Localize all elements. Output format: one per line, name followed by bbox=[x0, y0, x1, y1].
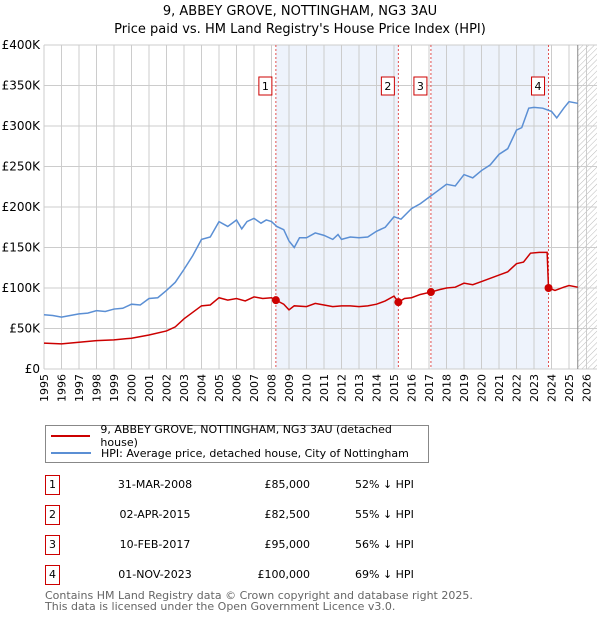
footer-licence: This data is licensed under the Open Gov… bbox=[45, 600, 396, 613]
x-tick-label: 2016 bbox=[406, 374, 419, 402]
legend-label: 9, ABBEY GROVE, NOTTINGHAM, NG3 3AU (det… bbox=[100, 423, 392, 449]
legend-item-hpi: HPI: Average price, detached house, City… bbox=[51, 445, 409, 461]
transaction-date: 31-MAR-2008 bbox=[117, 478, 193, 491]
footer: Contains HM Land Registry data © Crown c… bbox=[45, 590, 473, 612]
x-tick-label: 2021 bbox=[493, 374, 506, 402]
transaction-row: 4 01-NOV-2023 £100,000 69% ↓ HPI bbox=[45, 565, 445, 585]
sale-badge-label: 3 bbox=[417, 80, 424, 93]
x-tick-label: 2003 bbox=[178, 374, 191, 402]
sale-badge bbox=[413, 76, 428, 96]
series-line bbox=[43, 251, 578, 345]
series-line bbox=[43, 100, 578, 318]
transaction-date: 02-APR-2015 bbox=[119, 508, 191, 521]
y-tick-label: £350K bbox=[2, 79, 42, 93]
sale-point bbox=[544, 284, 553, 292]
y-tick-label: £400K bbox=[2, 38, 42, 52]
x-tick-label: 1997 bbox=[73, 374, 86, 402]
x-tick-label: 2014 bbox=[371, 374, 384, 402]
x-tick-label: 2019 bbox=[458, 374, 471, 402]
transaction-row: 2 02-APR-2015 £82,500 55% ↓ HPI bbox=[45, 505, 445, 525]
transaction-price: £100,000 bbox=[257, 568, 311, 581]
transaction-hpi-diff: 55% ↓ HPI bbox=[355, 508, 414, 521]
x-tick-label: 2001 bbox=[143, 374, 156, 402]
x-tick-label: 2005 bbox=[213, 374, 226, 402]
footer-copyright: Contains HM Land Registry data © Crown c… bbox=[45, 589, 473, 602]
y-tick-label: £50K bbox=[9, 322, 41, 336]
x-tick-label: 2024 bbox=[546, 374, 559, 402]
x-tick-label: 2015 bbox=[388, 374, 401, 402]
sale-badge-label: 4 bbox=[535, 80, 542, 93]
y-tick-label: £0 bbox=[25, 362, 40, 376]
y-tick-label: £150K bbox=[2, 241, 42, 255]
legend-label: HPI: Average price, detached house, City… bbox=[101, 446, 409, 460]
transaction-badge: 3 bbox=[45, 535, 60, 555]
x-tick-label: 2009 bbox=[283, 374, 296, 402]
chart-title: 9, ABBEY GROVE, NOTTINGHAM, NG3 3AU bbox=[162, 4, 438, 19]
x-tick-label: 2013 bbox=[353, 374, 366, 402]
transaction-hpi-diff: 69% ↓ HPI bbox=[355, 568, 414, 581]
x-tick-label: 1996 bbox=[56, 374, 69, 402]
sale-badge-label: 1 bbox=[262, 80, 269, 93]
y-tick-label: £250K bbox=[2, 160, 42, 174]
y-tick-label: £300K bbox=[2, 119, 42, 133]
transaction-price: £85,000 bbox=[264, 478, 311, 491]
x-tick-label: 2018 bbox=[441, 374, 454, 402]
x-tick-label: 2020 bbox=[476, 374, 489, 402]
legend-swatch-blue bbox=[51, 452, 91, 454]
x-tick-label: 2022 bbox=[511, 374, 524, 402]
price-chart: 1995 1996 1997 1998 1999 2000 2001 2002 2003 2004… bbox=[2, 38, 597, 402]
chart-subtitle: Price paid vs. HM Land Registry's House … bbox=[114, 22, 486, 37]
legend-swatch-red bbox=[51, 435, 91, 437]
transaction-price: £82,500 bbox=[264, 508, 311, 521]
sale-badge bbox=[531, 76, 546, 96]
sale-point bbox=[426, 288, 435, 297]
transaction-row: 3 10-FEB-2017 £95,000 56% ↓ HPI bbox=[45, 535, 445, 555]
x-tick-label: 2008 bbox=[266, 374, 279, 402]
x-tick-label: 1998 bbox=[91, 374, 104, 402]
y-tick-label: £200K bbox=[2, 200, 42, 214]
sale-badge bbox=[258, 76, 273, 96]
sale-badge bbox=[380, 76, 395, 96]
transaction-badge: 4 bbox=[45, 565, 60, 585]
sale-point bbox=[394, 298, 403, 307]
transaction-badge: 1 bbox=[45, 475, 60, 495]
x-tick-label: 2000 bbox=[126, 374, 139, 402]
sale-point bbox=[271, 296, 280, 305]
legend: 9, ABBEY GROVE, NOTTINGHAM, NG3 3AU (det… bbox=[45, 423, 429, 463]
y-tick-label: £100K bbox=[2, 281, 42, 295]
x-tick-label: 2023 bbox=[528, 374, 541, 402]
sale-badge-label: 2 bbox=[384, 80, 391, 93]
x-tick-label: 2026 bbox=[581, 374, 594, 402]
transaction-badge: 2 bbox=[45, 505, 60, 525]
x-tick-label: 2017 bbox=[423, 374, 436, 402]
x-tick-label: 2004 bbox=[196, 374, 209, 402]
transaction-price: £95,000 bbox=[264, 538, 311, 551]
x-tick-label: 2007 bbox=[248, 374, 261, 402]
x-tick-label: 2010 bbox=[301, 374, 314, 402]
x-tick-label: 2006 bbox=[231, 374, 244, 402]
transaction-date: 01-NOV-2023 bbox=[118, 568, 192, 581]
transaction-hpi-diff: 52% ↓ HPI bbox=[355, 478, 414, 491]
x-tick-label: 1995 bbox=[38, 374, 51, 402]
x-tick-label: 2011 bbox=[318, 374, 331, 402]
legend-item-property: 9, ABBEY GROVE, NOTTINGHAM, NG3 3AU (det… bbox=[51, 423, 428, 449]
x-tick-label: 2002 bbox=[161, 374, 174, 402]
transaction-hpi-diff: 56% ↓ HPI bbox=[355, 538, 414, 551]
x-tick-label: 2025 bbox=[563, 374, 576, 402]
transaction-row: 1 31-MAR-2008 £85,000 52% ↓ HPI bbox=[45, 475, 445, 495]
x-tick-label: 2012 bbox=[336, 374, 349, 402]
transaction-date: 10-FEB-2017 bbox=[119, 538, 191, 551]
x-tick-label: 1999 bbox=[108, 374, 121, 402]
